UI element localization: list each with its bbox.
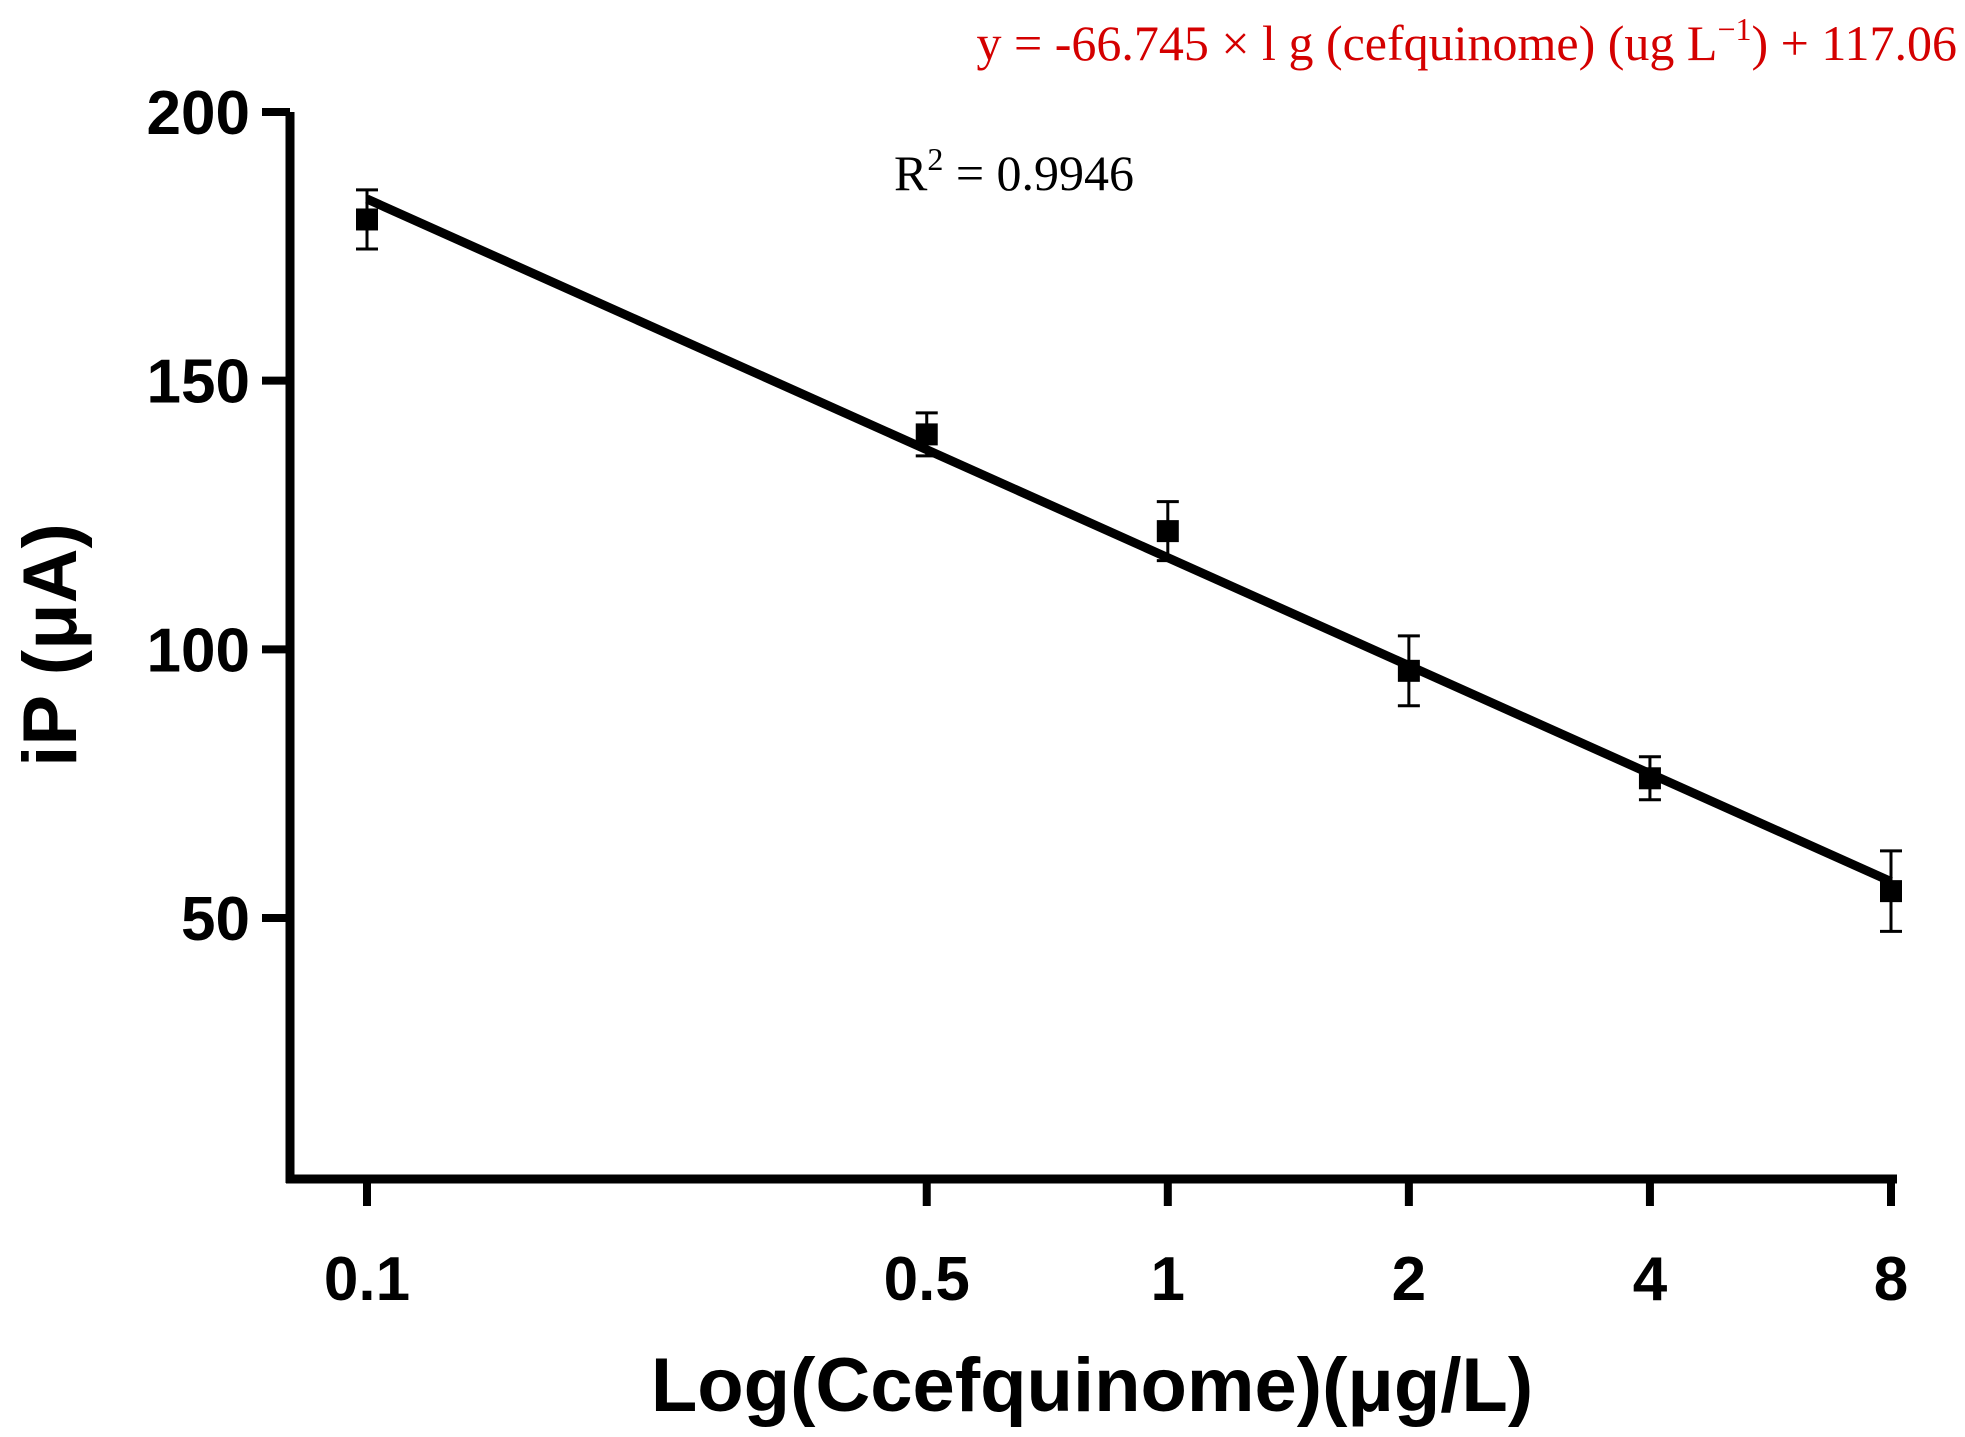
equation-superscript: −1 [1717, 11, 1751, 47]
equation-suffix: ) + 117.06 [1752, 15, 1958, 71]
r-squared-suffix: = 0.9946 [943, 145, 1134, 201]
y-tick-label: 150 [147, 348, 250, 417]
data-point [1397, 659, 1420, 682]
x-tick-label: 8 [1874, 1245, 1908, 1314]
data-point [1880, 880, 1902, 903]
y-axis-ticks: 50 100 150 200 [147, 79, 290, 954]
data-point [1156, 520, 1179, 543]
y-tick-label: 100 [147, 616, 250, 685]
y-tick-label: 200 [147, 79, 250, 148]
regression-fit-line [365, 194, 1893, 886]
y-axis-title: iP (μA) [8, 523, 93, 767]
x-tick-label: 2 [1392, 1245, 1426, 1314]
x-tick-label: 4 [1633, 1245, 1668, 1314]
x-axis-title: Log(Ccefquinome)(μg/L) [651, 1343, 1533, 1428]
data-point [356, 208, 378, 231]
y-tick-label: 50 [181, 885, 250, 954]
x-tick-label: 0.1 [324, 1245, 410, 1314]
x-axis-ticks: 0.1 0.5 1 2 4 8 [324, 1179, 1908, 1314]
x-tick-label: 0.5 [884, 1245, 970, 1314]
data-point [1638, 767, 1661, 790]
r-squared-prefix: R [894, 145, 928, 201]
equation-prefix: y = -66.745 × l g (cefquinome) (ug L [977, 15, 1718, 71]
r-squared-superscript: 2 [927, 141, 943, 177]
data-points [356, 208, 1902, 903]
x-tick-label: 1 [1151, 1245, 1185, 1314]
regression-equation: y = -66.745 × l g (cefquinome) (ug L−1) … [977, 11, 1958, 71]
r-squared-label: R2 = 0.9946 [894, 141, 1134, 201]
data-point [915, 423, 938, 446]
